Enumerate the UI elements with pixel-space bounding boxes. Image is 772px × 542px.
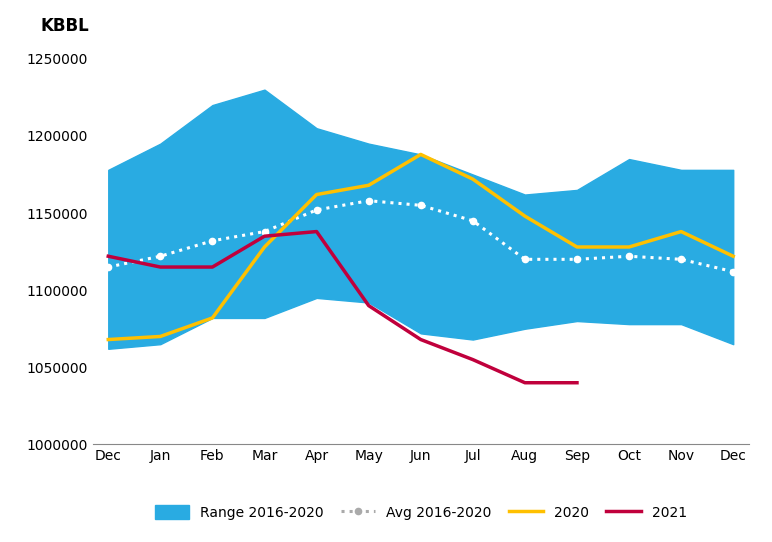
Text: KBBL: KBBL: [40, 17, 89, 35]
Legend: Range 2016-2020, Avg 2016-2020, 2020, 2021: Range 2016-2020, Avg 2016-2020, 2020, 20…: [149, 500, 692, 525]
